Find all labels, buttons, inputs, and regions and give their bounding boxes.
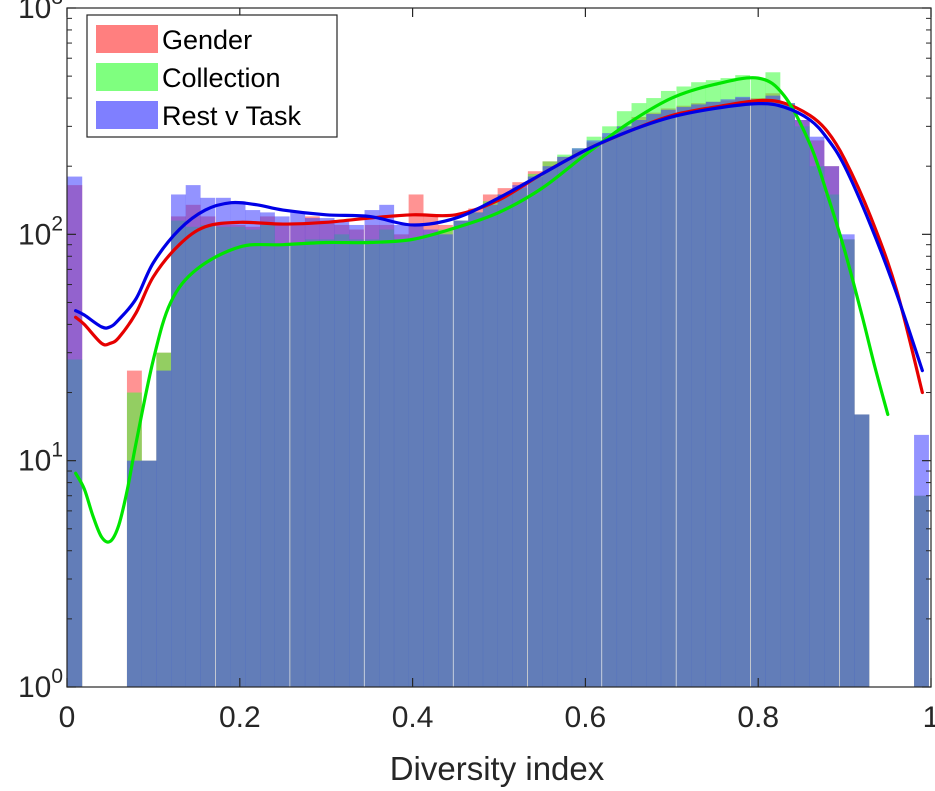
bar-rest-v-task-52 xyxy=(839,234,855,687)
bar-rest-v-task-51 xyxy=(824,166,840,687)
density-curves xyxy=(74,76,924,544)
density-curve-gender xyxy=(74,98,924,395)
y-tick-base: 10 xyxy=(18,0,51,25)
bar-rest-v-task-10 xyxy=(215,197,231,687)
bar-rest-v-task-48 xyxy=(780,103,796,688)
bar-rest-v-task-35 xyxy=(586,140,602,687)
bar-rest-v-task-21 xyxy=(379,204,395,687)
axes: 00.20.40.60.81100101102103 xyxy=(18,0,935,734)
bar-rest-v-task-16 xyxy=(304,218,320,687)
density-curve-collection xyxy=(74,76,890,544)
x-tick-label: 0.4 xyxy=(392,701,434,734)
bar-rest-v-task-9 xyxy=(200,197,216,687)
y-tick-exponent: 0 xyxy=(51,665,63,688)
legend-swatch-collection xyxy=(96,63,158,91)
bar-rest-v-task-31 xyxy=(527,176,543,687)
y-tick-base: 10 xyxy=(18,671,51,704)
bar-rest-v-task-7 xyxy=(171,194,186,688)
bar-rest-v-task-22 xyxy=(393,224,409,687)
bar-rest-v-task-20 xyxy=(364,210,380,687)
bar-rest-v-task-12 xyxy=(245,210,261,687)
bar-rest-v-task-15 xyxy=(290,212,306,687)
bar-rest-v-task-6 xyxy=(156,370,172,687)
bar-rest-v-task-39 xyxy=(646,114,662,688)
y-tick-label: 102 xyxy=(18,212,63,251)
bar-rest-v-task-30 xyxy=(512,185,528,688)
legend-swatch-gender xyxy=(96,25,158,53)
y-tick-label: 103 xyxy=(18,0,63,25)
bar-rest-v-task-44 xyxy=(720,99,736,688)
bar-rest-v-task-25 xyxy=(438,234,453,687)
bar-rest-v-task-5 xyxy=(141,460,157,687)
bar-rest-v-task-8 xyxy=(185,185,201,688)
x-tick-label: 1 xyxy=(923,701,935,734)
bar-rest-v-task-33 xyxy=(557,156,573,687)
bar-rest-v-task-18 xyxy=(334,220,350,687)
bar-rest-v-task-41 xyxy=(676,107,692,687)
x-tick-label: 0.8 xyxy=(737,701,779,734)
legend-label-collection: Collection xyxy=(162,63,281,93)
bar-rest-v-task-26 xyxy=(453,220,469,687)
bar-rest-v-task-46 xyxy=(750,99,766,688)
bar-rest-v-task-43 xyxy=(705,101,721,687)
bar-rest-v-task-36 xyxy=(602,133,618,687)
bar-rest-v-task-50 xyxy=(809,136,825,687)
bar-rest-v-task-34 xyxy=(571,148,587,687)
bar-rest-v-task-28 xyxy=(482,204,498,687)
y-tick-base: 10 xyxy=(18,445,51,478)
bar-rest-v-task-47 xyxy=(765,95,781,687)
bar-rest-v-task-14 xyxy=(274,216,290,687)
x-tick-label: 0.2 xyxy=(219,701,261,734)
bar-rest-v-task-40 xyxy=(660,109,676,688)
y-tick-label: 101 xyxy=(18,439,63,478)
bar-rest-v-task-38 xyxy=(631,120,647,687)
x-tick-label: 0 xyxy=(59,701,76,734)
bar-rest-v-task-57 xyxy=(914,434,929,687)
legend: Gender Collection Rest v Task xyxy=(86,14,338,138)
bar-rest-v-task-23 xyxy=(408,224,424,687)
y-tick-base: 10 xyxy=(18,218,51,251)
legend-label-gender: Gender xyxy=(162,25,252,55)
bar-rest-v-task-49 xyxy=(794,120,810,687)
bar-rest-v-task-24 xyxy=(423,229,439,688)
bar-rest-v-task-37 xyxy=(616,126,632,688)
bar-rest-v-task-53 xyxy=(854,414,870,687)
y-tick-exponent: 1 xyxy=(51,439,63,462)
legend-label-rest-v-task: Rest v Task xyxy=(162,101,302,131)
axes-box xyxy=(66,7,932,688)
bar-rest-v-task-4 xyxy=(126,460,142,687)
density-curve-rest-v-task xyxy=(74,101,924,373)
y-tick-exponent: 3 xyxy=(51,0,63,9)
legend-swatch-rest-v-task xyxy=(96,101,158,129)
bar-rest-v-task-32 xyxy=(542,166,558,687)
histogram-bars xyxy=(67,72,929,688)
y-tick-label: 100 xyxy=(18,665,63,704)
bar-rest-v-task-11 xyxy=(230,201,246,687)
bar-rest-v-task-45 xyxy=(735,96,751,688)
x-tick-label: 0.6 xyxy=(565,701,607,734)
bar-rest-v-task-29 xyxy=(497,194,513,688)
y-tick-exponent: 2 xyxy=(51,212,63,235)
bar-rest-v-task-42 xyxy=(691,104,707,687)
bar-rest-v-task-19 xyxy=(349,224,364,687)
bar-rest-v-task-27 xyxy=(468,212,484,687)
bar-rest-v-task-0 xyxy=(67,176,83,687)
bar-rest-v-task-17 xyxy=(319,218,335,687)
bar-rest-v-task-13 xyxy=(260,212,275,687)
x-axis-label: Diversity index xyxy=(390,750,605,787)
